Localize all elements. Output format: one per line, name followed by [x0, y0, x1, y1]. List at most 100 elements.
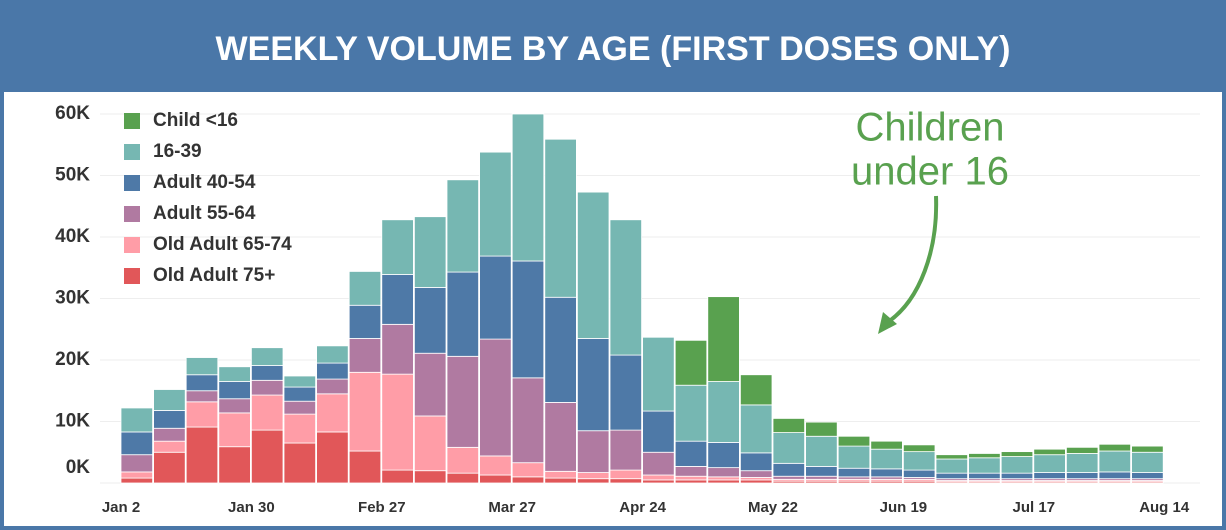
bar-segment — [479, 474, 512, 484]
bar-segment — [381, 469, 414, 484]
y-tick-label: 30K — [55, 288, 90, 309]
bar-segment — [707, 442, 740, 469]
bar-segment — [381, 323, 414, 375]
bar-segment — [316, 362, 349, 380]
bar-segment — [1033, 454, 1066, 473]
bar-segment — [674, 440, 708, 467]
legend-swatch — [124, 144, 140, 160]
bar-segment — [740, 452, 773, 472]
bar-segment — [1033, 448, 1066, 456]
bar-segment — [316, 378, 349, 395]
bar-segment — [511, 476, 545, 484]
bar-segment — [479, 255, 512, 340]
bar-segment — [707, 296, 740, 382]
bar-segment — [544, 470, 577, 479]
bar-segment — [218, 366, 251, 382]
bar-segment — [511, 113, 545, 262]
bar-segment — [283, 400, 317, 415]
bar-segment — [1098, 471, 1132, 480]
bar-segment — [185, 401, 219, 428]
annotation: Children — [856, 106, 1005, 150]
bar-segment — [120, 454, 154, 473]
bar-segment — [185, 390, 219, 403]
bar-segment — [642, 451, 675, 476]
y-tick-label: 40K — [55, 226, 90, 247]
bar-segment — [707, 479, 740, 484]
bar-segment — [1000, 451, 1034, 457]
annotation: under 16 — [851, 150, 1009, 194]
legend-label: Adult 55-64 — [153, 203, 256, 224]
bar-segment — [740, 374, 773, 406]
bar-segment — [903, 444, 936, 453]
bar-segment — [609, 478, 643, 484]
bar-segment — [577, 191, 610, 339]
bar-segment — [1098, 450, 1132, 473]
bar-segment — [120, 407, 154, 433]
bar-segment — [218, 446, 251, 484]
bar-segment — [1066, 472, 1099, 480]
bar-segment — [1131, 445, 1164, 453]
bar-segment — [250, 365, 284, 381]
x-tick-label: Jan 2 — [102, 499, 140, 516]
bar-segment — [903, 469, 936, 478]
bar-segment — [1000, 456, 1034, 474]
bar-segment — [250, 394, 284, 431]
bar-segment — [740, 470, 773, 478]
bar-segment — [153, 427, 186, 442]
x-tick-label: Mar 27 — [488, 499, 536, 516]
annotation-arrowhead — [878, 312, 897, 334]
bar-segment — [283, 413, 317, 444]
legend-label: Child <16 — [153, 110, 238, 131]
bar-segment — [968, 472, 1001, 480]
bar-segment — [185, 426, 219, 484]
bar-segment — [609, 219, 643, 356]
bar-segment — [511, 260, 545, 379]
bar-segment — [1033, 472, 1066, 480]
bar-segment — [316, 431, 349, 484]
x-tick-label: Jul 17 — [1013, 499, 1056, 516]
y-tick-label: 10K — [55, 411, 90, 432]
bar-segment — [153, 410, 186, 429]
bar-segment — [316, 393, 349, 433]
bar-segment — [153, 451, 186, 484]
bar-segment — [740, 404, 773, 454]
x-tick-label: Jan 30 — [228, 499, 275, 516]
y-tick-label: 60K — [55, 103, 90, 124]
bar-segment — [413, 287, 447, 354]
bar-segment — [577, 472, 610, 480]
bar-segment — [511, 462, 545, 478]
bar-segment — [120, 477, 154, 484]
x-tick-label: Jun 19 — [880, 499, 928, 516]
bar-segment — [446, 179, 480, 273]
bar-segment — [837, 467, 871, 478]
bar-segment — [446, 472, 480, 484]
bar-segment — [544, 138, 577, 298]
bar-segment — [283, 375, 317, 388]
legend-label: Old Adult 75+ — [153, 265, 275, 286]
y-tick-label: 0K — [66, 457, 91, 478]
bar-segment — [609, 469, 643, 480]
bar-segment — [642, 410, 675, 453]
x-tick-label: Feb 27 — [358, 499, 406, 516]
legend-swatch — [124, 206, 140, 222]
bar-segment — [250, 379, 284, 396]
bar-segment — [316, 345, 349, 364]
bar-segment — [772, 475, 806, 480]
bar-segment — [218, 412, 251, 448]
legend-swatch — [124, 268, 140, 284]
bar-segment — [674, 475, 708, 481]
bar-segment — [381, 373, 414, 471]
bar-segment — [479, 338, 512, 457]
bar-segment — [446, 446, 480, 474]
bar-segment — [674, 479, 708, 484]
bar-segment — [935, 472, 969, 480]
bar-segment — [642, 336, 675, 412]
bar-segment — [511, 377, 545, 464]
x-tick-label: Aug 14 — [1139, 499, 1190, 516]
bar-segment — [935, 458, 969, 474]
bar-segment — [674, 384, 708, 442]
bar-segment — [772, 418, 806, 433]
bar-segment — [120, 471, 154, 479]
bar-segment — [544, 296, 577, 403]
